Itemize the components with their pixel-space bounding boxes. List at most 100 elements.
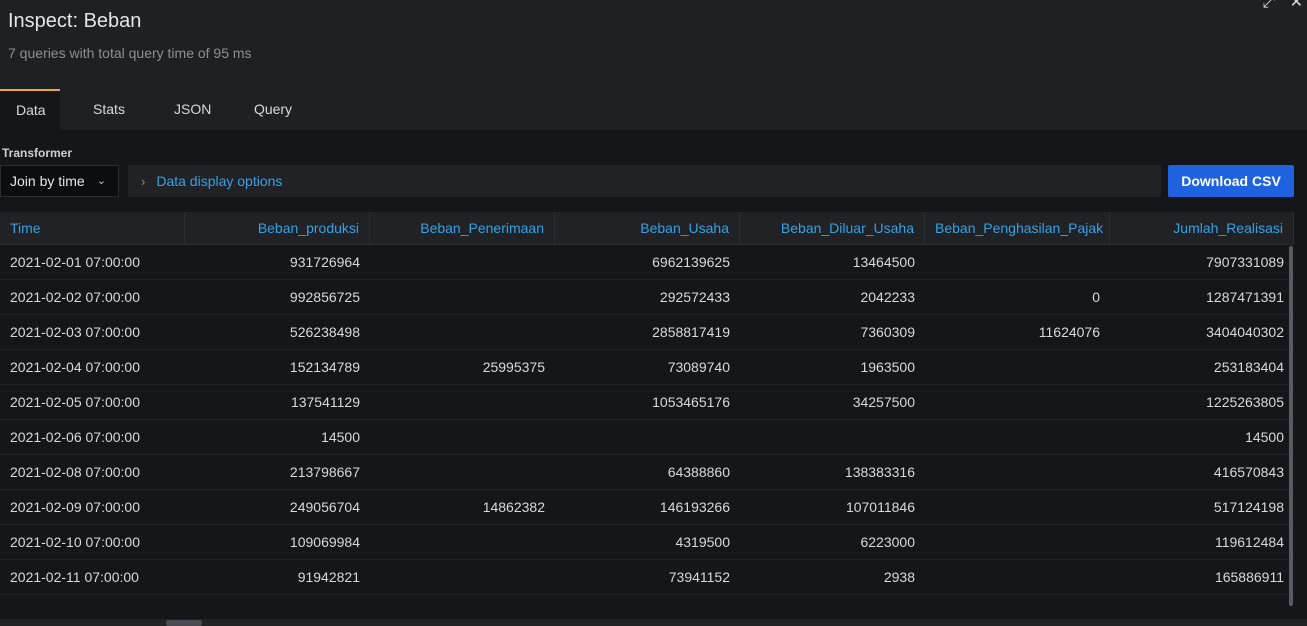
drawer-title: Inspect: Beban	[8, 10, 142, 32]
table-row: 2021-02-10 07:00:00 109069984 4319500 62…	[0, 525, 1294, 560]
table-cell: 73089740	[667, 359, 730, 375]
expand-icon[interactable]: ⤢	[1262, 0, 1276, 11]
chevron-down-icon: ⌄	[96, 175, 106, 187]
table-cell: 1053465176	[652, 394, 730, 410]
table-cell	[370, 525, 555, 560]
table-cell: 25995375	[482, 359, 545, 375]
column-header-beban-penerimaan[interactable]: Beban_Penerimaan	[370, 212, 555, 245]
tab-query[interactable]: Query	[253, 101, 293, 117]
table-cell: 11624076	[1038, 324, 1100, 340]
table-cell: 253183404	[1213, 359, 1284, 375]
table-cell: 416570843	[1213, 464, 1284, 480]
column-header-beban-diluar-usaha[interactable]: Beban_Diluar_Usaha	[740, 212, 925, 245]
table-cell: 2021-02-05 07:00:00	[10, 394, 140, 410]
column-header-beban-usaha[interactable]: Beban_Usaha	[555, 212, 740, 245]
table-cell: 2021-02-01 07:00:00	[10, 254, 140, 270]
table-row: 2021-02-04 07:00:00 152134789 25995375 7…	[0, 350, 1294, 385]
table-cell: 64388860	[667, 464, 730, 480]
table-cell	[370, 420, 555, 455]
chevron-right-icon: ›	[141, 173, 146, 189]
table-cell	[925, 350, 1110, 385]
table-cell	[925, 245, 1110, 280]
inspect-tabs: Data Stats JSON Query	[0, 89, 322, 130]
table-row: 2021-02-01 07:00:00 931726964 6962139625…	[0, 245, 1294, 280]
table-cell: 931726964	[289, 254, 360, 270]
table-cell: 152134789	[289, 359, 360, 375]
table-cell: 3404040302	[1206, 324, 1284, 340]
table-cell: 73941152	[668, 569, 730, 585]
table-cell: 2021-02-06 07:00:00	[10, 429, 140, 445]
tab-data[interactable]: Data	[0, 89, 60, 130]
download-csv-button[interactable]: Download CSV	[1168, 165, 1294, 197]
table-cell: 109069984	[289, 534, 360, 550]
table-cell: 14862382	[482, 499, 545, 515]
table-row: 2021-02-05 07:00:00 137541129 1053465176…	[0, 385, 1294, 420]
table-cell	[925, 385, 1110, 420]
table-cell: 2042233	[860, 289, 915, 305]
data-display-options-toggle[interactable]: › Data display options	[128, 165, 1161, 197]
table-cell	[370, 455, 555, 490]
table-row: 2021-02-11 07:00:00 91942821 73941152 29…	[0, 560, 1294, 595]
horizontal-scrollbar-track	[0, 619, 1307, 626]
table-cell: 4319500	[675, 534, 730, 550]
table-cell: 213798667	[289, 464, 360, 480]
table-cell: 6962139625	[652, 254, 730, 270]
table-cell: 249056704	[289, 499, 360, 515]
table-cell: 146193266	[659, 499, 730, 515]
table-row: 2021-02-08 07:00:00 213798667 64388860 1…	[0, 455, 1294, 490]
table-cell: 1963500	[860, 359, 915, 375]
table-cell	[925, 420, 1110, 455]
table-cell: 2021-02-09 07:00:00	[10, 499, 140, 515]
table-cell: 2021-02-02 07:00:00	[10, 289, 140, 305]
table-cell	[925, 525, 1110, 560]
table-cell: 34257500	[852, 394, 915, 410]
table-cell: 137541129	[290, 394, 360, 410]
close-icon[interactable]: ✕	[1289, 0, 1303, 11]
data-panel: Transformer Join by time ⌄ › Data displa…	[0, 130, 1307, 626]
table-cell: 526238498	[289, 324, 360, 340]
table-cell: 2858817419	[652, 324, 730, 340]
table-cell: 0	[1092, 289, 1100, 305]
table-cell: 14500	[1245, 429, 1284, 445]
tab-json[interactable]: JSON	[174, 101, 212, 117]
table-cell: 91942821	[297, 569, 360, 585]
table-row: 2021-02-02 07:00:00 992856725 292572433 …	[0, 280, 1294, 315]
table-cell: 2021-02-03 07:00:00	[10, 324, 140, 340]
table-cell	[925, 490, 1110, 525]
query-summary: 7 queries with total query time of 95 ms	[8, 45, 252, 61]
table-cell	[370, 280, 555, 315]
table-cell	[555, 420, 740, 455]
table-cell	[370, 560, 555, 595]
table-cell: 2021-02-10 07:00:00	[10, 534, 140, 550]
table-cell: 517124198	[1213, 499, 1284, 515]
table-cell	[370, 315, 555, 350]
table-cell: 1287471391	[1206, 289, 1284, 305]
table-cell: 1225263805	[1206, 394, 1284, 410]
column-header-beban-produksi[interactable]: Beban_produksi	[185, 212, 370, 245]
data-display-options-label: Data display options	[156, 173, 283, 189]
table-header: Time Beban_produksi Beban_Penerimaan Beb…	[0, 212, 1294, 245]
inspect-header: Inspect: Beban 7 queries with total quer…	[0, 0, 1307, 130]
column-header-beban-penghasilan-pajak[interactable]: Beban_Penghasilan_Pajak	[925, 212, 1110, 245]
transformer-label: Transformer	[2, 146, 73, 160]
table-cell: 119612484	[1214, 534, 1284, 550]
table-cell: 138383316	[844, 464, 915, 480]
table-row: 2021-02-03 07:00:00 526238498 2858817419…	[0, 315, 1294, 350]
table-cell	[925, 455, 1110, 490]
table-cell: 107011846	[845, 499, 915, 515]
table-row: 2021-02-09 07:00:00 249056704 14862382 1…	[0, 490, 1294, 525]
table-cell: 2021-02-11 07:00:00	[10, 569, 139, 585]
tab-stats[interactable]: Stats	[93, 101, 125, 117]
table-cell	[370, 385, 555, 420]
table-cell: 292572433	[659, 289, 730, 305]
table-row: 2021-02-06 07:00:00 14500 14500	[0, 420, 1294, 455]
vertical-scrollbar[interactable]	[1289, 246, 1293, 606]
table-cell: 7907331089	[1206, 254, 1284, 270]
transformer-select[interactable]: Join by time ⌄	[0, 165, 119, 197]
horizontal-scrollbar[interactable]	[166, 620, 202, 626]
column-header-time[interactable]: Time	[0, 212, 185, 245]
table-cell: 13464500	[852, 254, 915, 270]
data-table: Time Beban_produksi Beban_Penerimaan Beb…	[0, 212, 1294, 595]
table-cell: 992856725	[289, 289, 360, 305]
column-header-jumlah-realisasi[interactable]: Jumlah_Realisasi	[1110, 212, 1294, 245]
